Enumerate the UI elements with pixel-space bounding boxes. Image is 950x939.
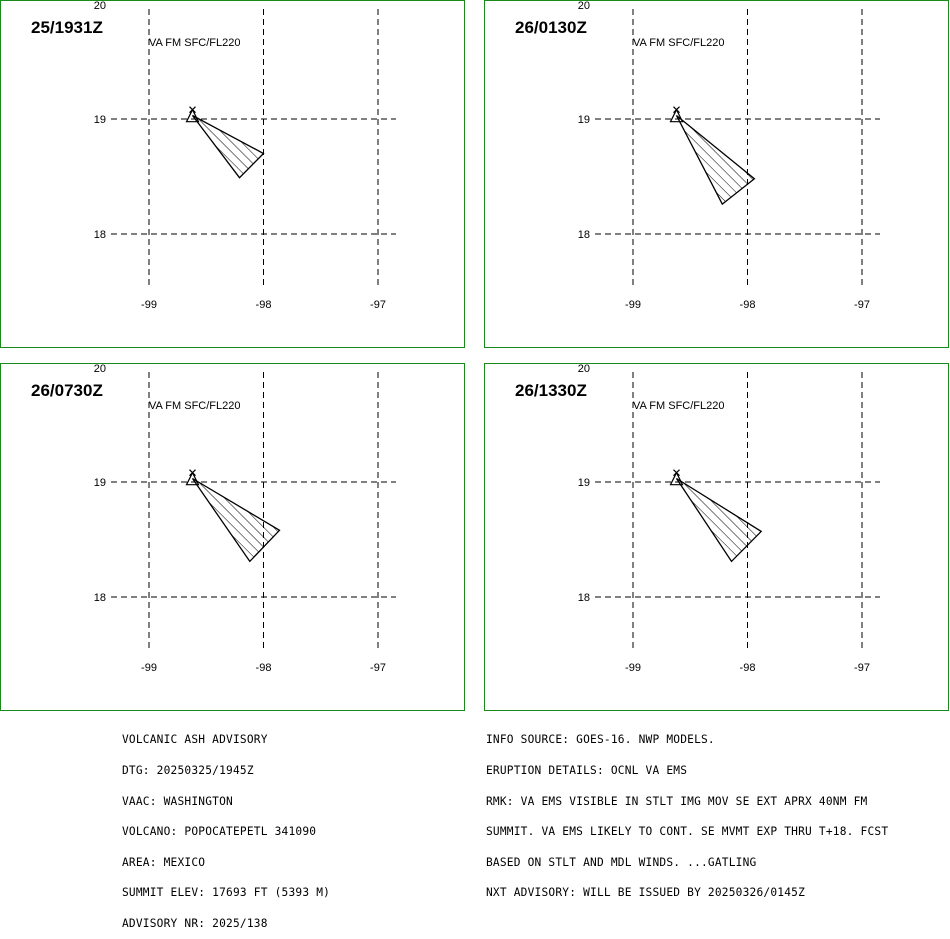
panel-level-label: VA FM SFC/FL220 bbox=[633, 400, 725, 412]
advisory-line: VAAC: WASHINGTON bbox=[122, 794, 233, 808]
longitude-tick-label: -99 bbox=[141, 299, 157, 311]
panel-map: -99 -98 -97 20 19 18 bbox=[578, 0, 880, 311]
longitude-tick-label: -98 bbox=[740, 299, 756, 311]
latitude-tick-label: 20 bbox=[578, 0, 590, 12]
panel-map: -99 -98 -97 20 19 18 bbox=[94, 0, 396, 311]
latitude-tick-label: 18 bbox=[94, 229, 106, 241]
vent-cross-icon bbox=[673, 469, 680, 477]
ash-cloud-polygon bbox=[191, 114, 265, 179]
advisory-header-block: VOLCANIC ASH ADVISORY DTG: 20250325/1945… bbox=[122, 715, 330, 939]
advisory-line: SUMMIT ELEV: 17693 FT (5393 M) bbox=[122, 886, 331, 900]
panel-time-label: 25/1931Z bbox=[31, 18, 103, 37]
longitude-tick-label: -99 bbox=[625, 299, 641, 311]
advisory-line: VOLCANIC ASH ADVISORY bbox=[122, 733, 268, 747]
panel-level-label: VA FM SFC/FL220 bbox=[149, 400, 241, 412]
latitude-tick-label: 20 bbox=[94, 363, 106, 375]
panel-map: -99 -98 -97 20 19 18 bbox=[578, 363, 880, 674]
vent-cross-icon bbox=[189, 469, 196, 477]
longitude-tick-label: -97 bbox=[370, 662, 386, 674]
remarks-line: INFO SOURCE: GOES-16. NWP MODELS. bbox=[486, 733, 715, 747]
triangle-icon bbox=[669, 108, 684, 123]
longitude-tick-label: -99 bbox=[625, 662, 641, 674]
longitude-tick-label: -98 bbox=[256, 662, 272, 674]
triangle-icon bbox=[669, 471, 684, 486]
panel-time-label: 26/0130Z bbox=[515, 18, 587, 37]
panel-time-label: 26/1330Z bbox=[515, 381, 587, 400]
latitude-tick-label: 19 bbox=[94, 114, 106, 126]
panel-map: -99 -98 -97 20 19 18 bbox=[94, 363, 396, 674]
latitude-tick-label: 18 bbox=[578, 229, 590, 241]
latitude-tick-label: 18 bbox=[94, 592, 106, 604]
remarks-line: RMK: VA EMS VISIBLE IN STLT IMG MOV SE E… bbox=[486, 794, 868, 808]
panel-time-label: 26/0730Z bbox=[31, 381, 103, 400]
longitude-tick-label: -98 bbox=[256, 299, 272, 311]
advisory-line: VOLCANO: POPOCATEPETL 341090 bbox=[122, 825, 317, 839]
ash-cloud-polygon bbox=[675, 114, 756, 206]
forecast-panel-1: 25/1931Z VA FM SFC/FL220 -99 -98 -97 20 19 18 bbox=[0, 0, 465, 348]
longitude-tick-label: -97 bbox=[854, 662, 870, 674]
advisory-line: ADVISORY NR: 2025/138 bbox=[122, 916, 268, 930]
latitude-tick-label: 19 bbox=[94, 477, 106, 489]
forecast-panel-4: 26/1330Z VA FM SFC/FL220 -99 -98 -97 20 19 18 bbox=[484, 363, 949, 711]
longitude-tick-label: -99 bbox=[141, 662, 157, 674]
ash-cloud-polygon bbox=[191, 477, 281, 563]
panel-level-label: VA FM SFC/FL220 bbox=[633, 37, 725, 49]
triangle-icon bbox=[185, 108, 200, 123]
latitude-tick-label: 20 bbox=[94, 0, 106, 12]
vent-cross-icon bbox=[189, 106, 196, 114]
latitude-tick-label: 20 bbox=[578, 363, 590, 375]
longitude-tick-label: -97 bbox=[854, 299, 870, 311]
panel-level-label: VA FM SFC/FL220 bbox=[149, 37, 241, 49]
latitude-tick-label: 18 bbox=[578, 592, 590, 604]
vent-cross-icon bbox=[673, 106, 680, 114]
longitude-tick-label: -98 bbox=[740, 662, 756, 674]
latitude-tick-label: 19 bbox=[578, 114, 590, 126]
longitude-tick-label: -97 bbox=[370, 299, 386, 311]
triangle-icon bbox=[185, 471, 200, 486]
forecast-panel-2: 26/0130Z VA FM SFC/FL220 -99 -98 -97 20 19 18 bbox=[484, 0, 949, 348]
latitude-tick-label: 19 bbox=[578, 477, 590, 489]
remarks-line: NXT ADVISORY: WILL BE ISSUED BY 20250326… bbox=[486, 886, 806, 900]
remarks-line: BASED ON STLT AND MDL WINDS. ...GATLING bbox=[486, 855, 757, 869]
remarks-line: ERUPTION DETAILS: OCNL VA EMS bbox=[486, 764, 688, 777]
forecast-panel-3: 26/0730Z VA FM SFC/FL220 -99 -98 -97 20 19 18 bbox=[0, 363, 465, 711]
remarks-line: SUMMIT. VA EMS LIKELY TO CONT. SE MVMT E… bbox=[486, 825, 889, 839]
advisory-line: AREA: MEXICO bbox=[122, 855, 206, 869]
ash-cloud-polygon bbox=[675, 477, 763, 563]
advisory-line: DTG: 20250325/1945Z bbox=[122, 764, 254, 777]
